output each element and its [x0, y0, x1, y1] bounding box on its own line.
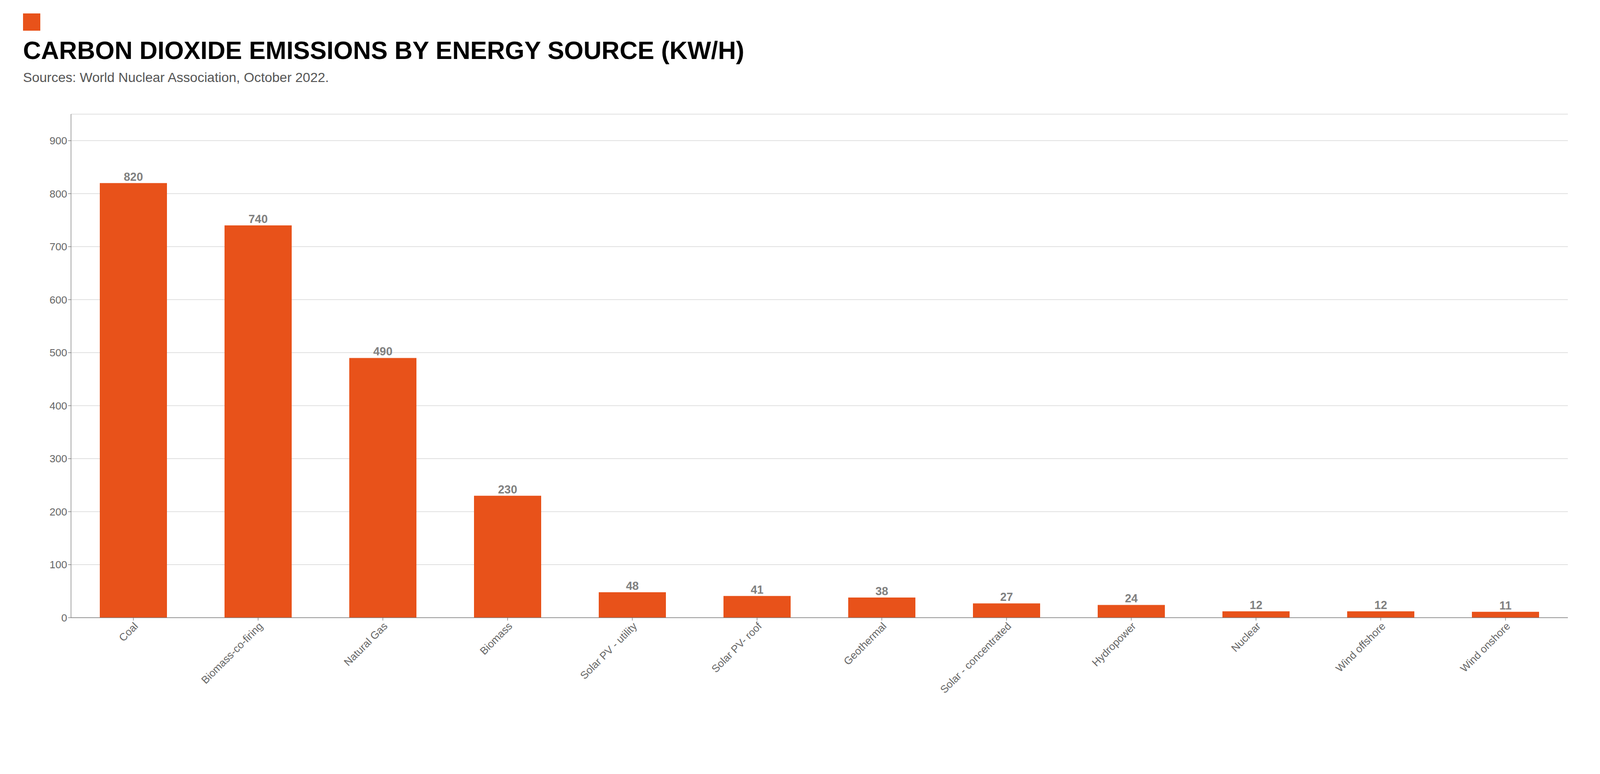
svg-text:400: 400: [49, 400, 68, 413]
svg-text:900: 900: [49, 134, 68, 147]
svg-text:820: 820: [123, 169, 143, 183]
svg-text:Nuclear: Nuclear: [1228, 620, 1263, 655]
svg-text:Natural Gas: Natural Gas: [341, 620, 391, 669]
html-text:CARBON DIOXIDE EMISSIONS BY EN: CARBON DIOXIDE EMISSIONS BY ENERGY SOURC…: [23, 36, 745, 65]
svg-text:600: 600: [49, 293, 68, 306]
svg-text:Biomass: Biomass: [477, 620, 515, 658]
svg-text:Geothermal: Geothermal: [841, 620, 889, 668]
svg-text:24: 24: [1125, 592, 1138, 605]
svg-text:48: 48: [626, 579, 640, 593]
svg-text:Coal: Coal: [116, 620, 141, 645]
svg-text:Solar PV- roof: Solar PV- roof: [709, 619, 765, 676]
svg-text:Solar - concentrated: Solar - concentrated: [937, 620, 1014, 697]
svg-text:11: 11: [1499, 599, 1512, 613]
svg-text:200: 200: [49, 506, 68, 519]
svg-text:12: 12: [1374, 598, 1388, 612]
svg-text:500: 500: [49, 346, 68, 359]
svg-text:700: 700: [49, 240, 68, 253]
svg-text:41: 41: [750, 582, 764, 596]
svg-text:740: 740: [248, 212, 268, 226]
svg-text:Wind offshore: Wind offshore: [1333, 620, 1388, 675]
svg-text:Wind onshore: Wind onshore: [1457, 620, 1513, 676]
svg-text:300: 300: [49, 452, 68, 465]
svg-text:Solar PV - utility: Solar PV - utility: [577, 620, 640, 682]
svg-text:Biomass-co-firing: Biomass-co-firing: [199, 620, 266, 687]
svg-text:Hydropower: Hydropower: [1089, 620, 1139, 670]
svg-text:38: 38: [875, 584, 889, 598]
svg-text:490: 490: [373, 344, 393, 358]
svg-text:100: 100: [49, 558, 68, 571]
svg-text:0: 0: [61, 612, 68, 625]
svg-text:800: 800: [49, 187, 68, 200]
svg-text:12: 12: [1249, 598, 1263, 612]
html-text:Sources: World Nuclear Associa: Sources: World Nuclear Association, Octo…: [23, 69, 329, 85]
svg-text:230: 230: [497, 483, 518, 497]
svg-text:27: 27: [1000, 590, 1014, 604]
